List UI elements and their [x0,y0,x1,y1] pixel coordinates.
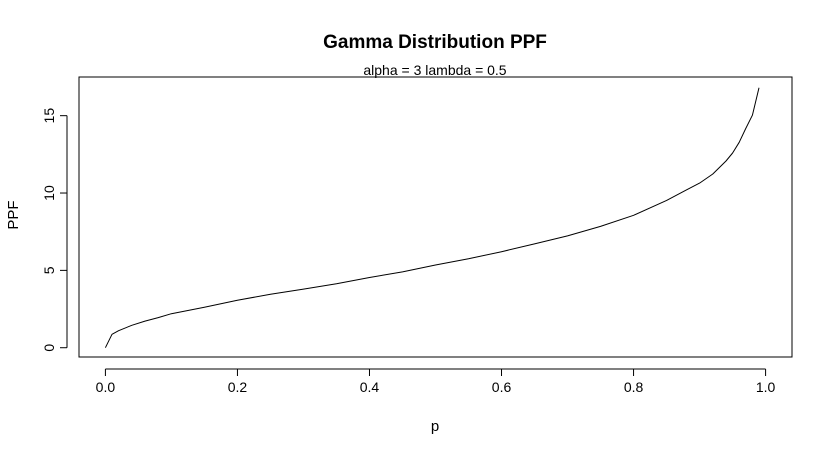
y-axis: 0 5 10 15 [41,108,68,352]
y-tick-label: 10 [41,185,57,201]
y-tick-label: 15 [41,108,57,124]
x-tick-label: 0.4 [360,379,380,395]
x-axis-label: p [431,418,439,435]
ppf-line [104,87,760,348]
chart-title: Gamma Distribution PPF [323,32,547,53]
x-tick-label: 1.0 [756,379,776,395]
x-axis: 0.0 0.2 0.4 0.6 0.8 1.0 [96,368,776,395]
x-tick-label: 0.6 [492,379,512,395]
x-tick-label: 0.8 [624,379,644,395]
chart-subtitle: alpha = 3 lambda = 0.5 [363,62,506,78]
x-tick-label: 0.2 [228,379,248,395]
series-layer [104,87,760,348]
y-axis-label: PPF [5,200,22,229]
y-tick-label: 5 [41,266,57,274]
x-tick-label: 0.0 [96,379,116,395]
y-tick-label: 0 [41,344,57,352]
plot-frame [78,76,793,358]
